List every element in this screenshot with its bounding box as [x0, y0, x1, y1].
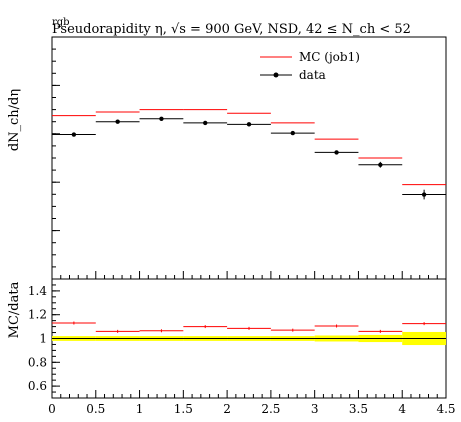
data-point — [71, 132, 77, 137]
ratio-y-axis-label: MC/data — [7, 281, 22, 338]
title-overlap-glyph: rgb — [52, 17, 70, 28]
x-tick-label: 0 — [48, 402, 56, 416]
ratio-y-tick-label: 0.8 — [28, 355, 47, 369]
x-tick-label: 4 — [398, 402, 406, 416]
top-y-axis-label-text: dN_ch/dη — [7, 89, 22, 151]
chart-title: rgb Pseudorapidity η, √s = 900 GeV, NSD,… — [52, 14, 411, 37]
legend-data-marker — [273, 72, 279, 78]
x-tick-label: 2.5 — [261, 402, 280, 416]
ratio-y-tick-label: 1 — [39, 332, 47, 346]
top-y-axis-label: dN_ch/dη — [7, 89, 22, 151]
title-text: Pseudorapidity η, √s = 900 GeV, NSD, 42 … — [52, 22, 411, 37]
data-point — [378, 162, 383, 167]
ratio-y-tick-label: 0.6 — [28, 379, 47, 393]
data-point — [159, 116, 164, 121]
ratio-uncertainty-band — [52, 331, 446, 346]
axis-ticks — [51, 48, 447, 398]
ratio-y-tick-label: 1.4 — [28, 284, 47, 298]
x-tick-label: 1.5 — [174, 402, 193, 416]
x-tick-label: 0.5 — [86, 402, 105, 416]
data-point — [421, 192, 427, 197]
x-tick-label: 4.5 — [436, 402, 455, 416]
series-mc — [52, 109, 446, 186]
data-point — [246, 122, 252, 127]
legend: MC (job1) data — [260, 50, 360, 82]
series-data — [52, 116, 446, 200]
ratio-y-axis-label-text: MC/data — [7, 281, 22, 338]
data-point — [203, 120, 208, 126]
data-point — [115, 119, 120, 124]
x-tick-label: 2 — [223, 402, 231, 416]
ratio-series — [52, 321, 446, 333]
x-tick-labels: 0 0.5 1 1.5 2 2.5 3 3.5 4 4.5 — [48, 402, 455, 416]
legend-mc-label: MC (job1) — [299, 50, 360, 64]
ratio-y-tick-label: 1.2 — [28, 308, 47, 322]
data-point — [290, 130, 295, 136]
x-tick-label: 3 — [311, 402, 319, 416]
legend-data-label: data — [299, 68, 326, 82]
x-tick-label: 1 — [136, 402, 144, 416]
x-tick-label: 3.5 — [349, 402, 368, 416]
ratio-y-tick-labels: 0.6 0.8 1 1.2 1.4 — [28, 284, 47, 393]
data-point — [334, 150, 339, 155]
